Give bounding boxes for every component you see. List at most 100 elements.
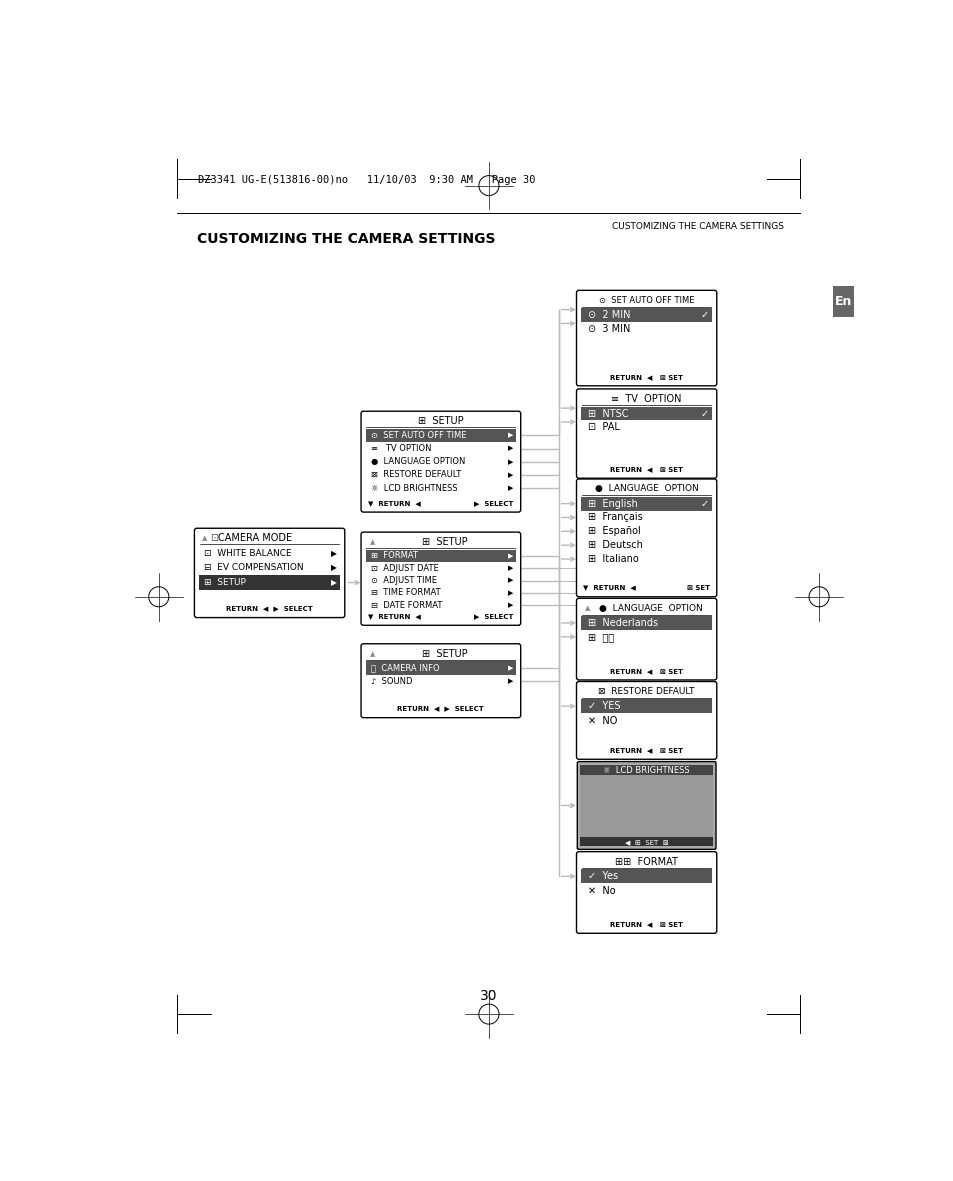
Text: ▼  RETURN  ◀: ▼ RETURN ◀ — [368, 613, 420, 619]
FancyBboxPatch shape — [576, 291, 716, 386]
Text: ⊙  SET AUTO OFF TIME: ⊙ SET AUTO OFF TIME — [371, 431, 466, 441]
Text: ✓: ✓ — [700, 409, 708, 418]
Text: ⊞  Nederlands: ⊞ Nederlands — [587, 618, 658, 628]
Text: ✓: ✓ — [700, 498, 708, 509]
Text: ▶  SELECT: ▶ SELECT — [474, 613, 513, 619]
Text: ⊠ SET: ⊠ SET — [686, 585, 709, 590]
Text: ●  LANGUAGE  OPTION: ● LANGUAGE OPTION — [598, 603, 701, 613]
Text: RETURN  ◀   ⊠ SET: RETURN ◀ ⊠ SET — [610, 667, 682, 674]
Text: ✕  NO: ✕ NO — [587, 716, 617, 726]
FancyBboxPatch shape — [576, 599, 716, 680]
Bar — [580, 699, 711, 713]
Text: ⊞  NTSC: ⊞ NTSC — [587, 409, 628, 418]
Text: ▶: ▶ — [331, 563, 336, 573]
Text: ☼  LCD BRIGHTNESS: ☼ LCD BRIGHTNESS — [371, 483, 457, 492]
Text: ▶: ▶ — [507, 458, 513, 464]
Text: ⊞  Italiano: ⊞ Italiano — [587, 554, 639, 565]
FancyBboxPatch shape — [576, 681, 716, 759]
Text: ▶: ▶ — [507, 678, 513, 684]
Text: ⊞  Français: ⊞ Français — [587, 513, 642, 522]
Text: ▲: ▲ — [369, 539, 375, 546]
Text: ⊞⊞  FORMAT: ⊞⊞ FORMAT — [615, 856, 678, 867]
Text: ✓: ✓ — [700, 309, 708, 320]
Text: ⊙  ADJUST TIME: ⊙ ADJUST TIME — [371, 576, 436, 585]
Text: ▶: ▶ — [507, 665, 513, 671]
Bar — [832, 287, 853, 318]
FancyBboxPatch shape — [194, 528, 344, 618]
Text: ▶: ▶ — [507, 590, 513, 596]
Text: RETURN  ◀   ⊠ SET: RETURN ◀ ⊠ SET — [610, 373, 682, 379]
Text: ⓘ  CAMERA INFO: ⓘ CAMERA INFO — [371, 664, 439, 672]
Bar — [580, 616, 711, 629]
Text: ⊞  SETUP: ⊞ SETUP — [417, 416, 463, 426]
Text: ▲: ▲ — [202, 535, 208, 541]
FancyBboxPatch shape — [576, 852, 716, 933]
Text: 30: 30 — [479, 990, 497, 1004]
Text: ●  LANGUAGE  OPTION: ● LANGUAGE OPTION — [594, 484, 698, 494]
Text: ⊞  Deutsch: ⊞ Deutsch — [587, 540, 642, 550]
FancyBboxPatch shape — [577, 762, 716, 849]
Text: ⊞  FORMAT: ⊞ FORMAT — [371, 552, 417, 561]
Text: ▲: ▲ — [369, 651, 375, 657]
Text: ▶: ▶ — [507, 485, 513, 491]
Bar — [365, 429, 516, 442]
Text: ⊡  PAL: ⊡ PAL — [587, 423, 619, 432]
Text: ⊙  SET AUTO OFF TIME: ⊙ SET AUTO OFF TIME — [598, 295, 694, 305]
Text: ⊙  2 MIN: ⊙ 2 MIN — [587, 309, 630, 320]
Text: RETURN  ◀  ▶  SELECT: RETURN ◀ ▶ SELECT — [226, 606, 313, 612]
Text: ▶: ▶ — [331, 578, 336, 587]
Text: RETURN  ◀   ⊠ SET: RETURN ◀ ⊠ SET — [610, 921, 682, 927]
Text: ⊞  SETUP: ⊞ SETUP — [204, 578, 246, 587]
Text: ⊟  TIME FORMAT: ⊟ TIME FORMAT — [371, 588, 440, 598]
Text: ●  LANGUAGE OPTION: ● LANGUAGE OPTION — [371, 457, 465, 466]
Text: ⊡  WHITE BALANCE: ⊡ WHITE BALANCE — [204, 549, 292, 557]
Text: ☼  LCD BRIGHTNESS: ☼ LCD BRIGHTNESS — [602, 765, 689, 775]
Bar — [579, 776, 712, 837]
Text: ⊠  RESTORE DEFAULT: ⊠ RESTORE DEFAULT — [371, 470, 461, 479]
Text: ▶: ▶ — [331, 549, 336, 557]
Text: ▶: ▶ — [507, 578, 513, 583]
Text: ▼  RETURN  ◀: ▼ RETURN ◀ — [368, 500, 420, 505]
Text: ⊞  中文: ⊞ 中文 — [587, 632, 614, 641]
Text: ⊞  English: ⊞ English — [587, 498, 638, 509]
Text: ⊠  RESTORE DEFAULT: ⊠ RESTORE DEFAULT — [598, 687, 694, 696]
FancyBboxPatch shape — [360, 411, 520, 513]
Text: ▶: ▶ — [507, 553, 513, 559]
Text: ▶  SELECT: ▶ SELECT — [474, 500, 513, 505]
Text: ▶: ▶ — [507, 566, 513, 572]
Bar — [580, 308, 711, 322]
Text: CUSTOMIZING THE CAMERA SETTINGS: CUSTOMIZING THE CAMERA SETTINGS — [612, 222, 783, 230]
Text: ⊞  SETUP: ⊞ SETUP — [421, 537, 467, 547]
Text: CUSTOMIZING THE CAMERA SETTINGS: CUSTOMIZING THE CAMERA SETTINGS — [196, 231, 495, 246]
Text: RETURN  ◀   ⊠ SET: RETURN ◀ ⊠ SET — [610, 748, 682, 753]
Text: CAMERA MODE: CAMERA MODE — [217, 534, 292, 543]
Text: ⊞  Español: ⊞ Español — [587, 527, 640, 536]
FancyBboxPatch shape — [360, 533, 520, 625]
Text: ✓  YES: ✓ YES — [587, 702, 620, 711]
Bar — [199, 575, 340, 589]
Text: ▶: ▶ — [507, 432, 513, 438]
FancyBboxPatch shape — [360, 644, 520, 718]
Bar — [580, 406, 711, 420]
Text: ▼  RETURN  ◀: ▼ RETURN ◀ — [583, 585, 636, 590]
Text: RETURN  ◀   ⊠ SET: RETURN ◀ ⊠ SET — [610, 466, 682, 472]
Bar — [579, 764, 712, 776]
Bar — [580, 869, 711, 883]
Text: ▲: ▲ — [584, 606, 590, 612]
Bar — [579, 837, 712, 847]
Text: ✓  Yes: ✓ Yes — [587, 872, 618, 881]
Text: ⊟  EV COMPENSATION: ⊟ EV COMPENSATION — [204, 563, 304, 573]
Text: ≡   TV OPTION: ≡ TV OPTION — [371, 444, 431, 454]
Text: ⊟  DATE FORMAT: ⊟ DATE FORMAT — [371, 601, 442, 609]
Text: ♪  SOUND: ♪ SOUND — [371, 677, 413, 686]
Text: En: En — [834, 295, 851, 308]
Text: ⊞  SETUP: ⊞ SETUP — [421, 648, 467, 659]
Text: ✕  No: ✕ No — [587, 886, 615, 896]
Text: ⊙  3 MIN: ⊙ 3 MIN — [587, 324, 630, 334]
Text: ◀  ⊞  SET  ⊠: ◀ ⊞ SET ⊠ — [624, 839, 668, 844]
Text: ▶: ▶ — [507, 445, 513, 451]
Bar — [580, 497, 711, 510]
Bar — [365, 661, 516, 674]
Text: ≡  TV  OPTION: ≡ TV OPTION — [611, 394, 681, 404]
Text: ▶: ▶ — [507, 602, 513, 608]
